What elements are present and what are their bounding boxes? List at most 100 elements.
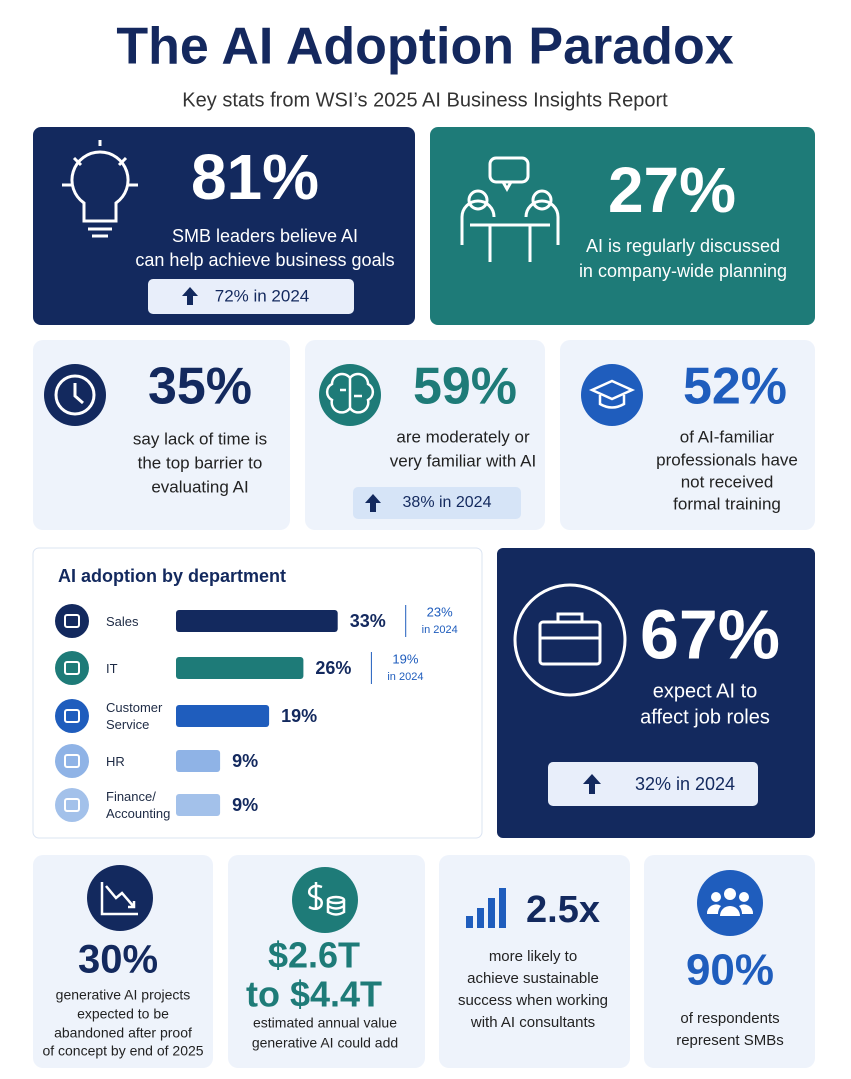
title: The AI Adoption Paradox <box>116 18 733 76</box>
department-icon-glyph <box>64 614 80 628</box>
value-label: 33% <box>350 611 386 631</box>
text: with AI consultants <box>470 1014 595 1031</box>
decline-shape <box>100 882 138 916</box>
cap-shape <box>588 379 636 409</box>
badge <box>148 279 354 314</box>
category-label: Finance/ Accounting <box>106 789 171 821</box>
chart-title: AI adoption by department <box>58 566 286 586</box>
card <box>430 127 815 325</box>
bar <box>176 794 221 816</box>
briefcase-shape <box>538 612 602 666</box>
bar <box>176 610 338 632</box>
bar-chart: Sales 33% 23% in 2024 IT 26% 19% in 2024 Custome… <box>55 604 458 822</box>
text: are moderately or <box>396 427 530 446</box>
text: expect AI to <box>653 680 758 702</box>
category-label: Sales <box>106 613 139 629</box>
department-icon <box>55 651 89 685</box>
text: expected to be <box>77 1006 169 1022</box>
arrow-up <box>182 287 198 305</box>
meeting-icon <box>460 156 560 262</box>
category-label-box: Sales <box>106 613 139 629</box>
text: estimated annual value <box>253 1015 397 1031</box>
category-label-box: Customer Service <box>106 700 163 732</box>
category-label: Customer Service <box>106 700 163 732</box>
category-label: HR <box>106 753 125 769</box>
department-icon <box>55 699 89 733</box>
bar <box>176 750 221 772</box>
department-icon <box>55 604 89 638</box>
category-label-box: IT <box>106 660 118 676</box>
group-icon <box>697 870 763 936</box>
badge-text: 72% in 2024 <box>215 286 310 305</box>
bar <box>176 705 270 727</box>
stat: $2.6T <box>268 935 360 976</box>
stat: 2.5x <box>526 889 600 931</box>
stat: 27% <box>608 154 736 226</box>
text: abandoned after proof <box>54 1025 192 1041</box>
decline-icon <box>87 865 153 931</box>
stat: 52% <box>683 358 787 416</box>
card <box>33 855 213 1068</box>
department-icon <box>55 788 89 822</box>
arrow-up <box>583 774 601 794</box>
stat: 59% <box>413 358 517 416</box>
stat: to $4.4T <box>246 974 382 1015</box>
text: represent SMBs <box>676 1032 784 1049</box>
card <box>228 855 425 1068</box>
value-label: 19% <box>281 706 317 726</box>
badge <box>353 487 521 519</box>
text: evaluating AI <box>151 477 248 496</box>
department-icon-glyph <box>64 709 80 723</box>
text: SMB leaders believe AI <box>172 226 358 246</box>
text: of AI-familiar <box>680 427 775 446</box>
previous-value: 19% <box>392 651 418 666</box>
text: AI is regularly discussed <box>586 236 780 256</box>
text: generative AI projects <box>56 987 191 1003</box>
category-label: IT <box>106 660 118 676</box>
text: more likely to <box>489 948 577 965</box>
previous-note: in 2024 <box>387 671 423 683</box>
value-label: 9% <box>232 751 258 771</box>
money-shape <box>307 882 346 916</box>
bar <box>176 657 304 679</box>
briefcase-icon <box>513 583 627 697</box>
stat: 81% <box>191 141 319 213</box>
department-icon-glyph <box>64 754 80 768</box>
money-icon <box>292 867 358 933</box>
badge-text: 32% in 2024 <box>635 774 735 794</box>
text: professionals have <box>656 450 798 469</box>
text: achieve sustainable <box>467 970 599 987</box>
group-shape <box>706 888 754 916</box>
stat: 67% <box>640 595 780 673</box>
clock-face <box>54 374 96 416</box>
department-icon-glyph <box>64 798 80 812</box>
text: not received <box>681 472 774 491</box>
cap-icon <box>581 364 643 426</box>
bars-icon <box>466 888 506 928</box>
text: say lack of time is <box>133 429 267 448</box>
value-label: 9% <box>232 795 258 815</box>
badge-text: 38% in 2024 <box>403 494 492 511</box>
card <box>439 855 630 1068</box>
arrow-up <box>365 494 381 512</box>
text: affect job roles <box>640 706 770 728</box>
stat: 35% <box>148 358 252 416</box>
stat: 30% <box>78 938 158 982</box>
text: generative AI could add <box>252 1035 398 1051</box>
category-label-box: Finance/ Accounting <box>106 789 171 821</box>
chart-panel <box>32 547 483 839</box>
stat: 90% <box>686 946 774 995</box>
previous-value: 23% <box>427 604 453 619</box>
text: of concept by end of 2025 <box>42 1043 203 1059</box>
bulb-icon <box>62 140 138 238</box>
card <box>644 855 815 1068</box>
badge <box>548 762 758 806</box>
text: formal training <box>673 494 781 513</box>
subtitle: Key stats from WSI’s 2025 AI Business In… <box>182 89 668 111</box>
text: very familiar with AI <box>390 451 536 470</box>
text: of respondents <box>680 1010 779 1027</box>
department-icon-glyph <box>64 661 80 675</box>
previous-note: in 2024 <box>422 624 458 636</box>
